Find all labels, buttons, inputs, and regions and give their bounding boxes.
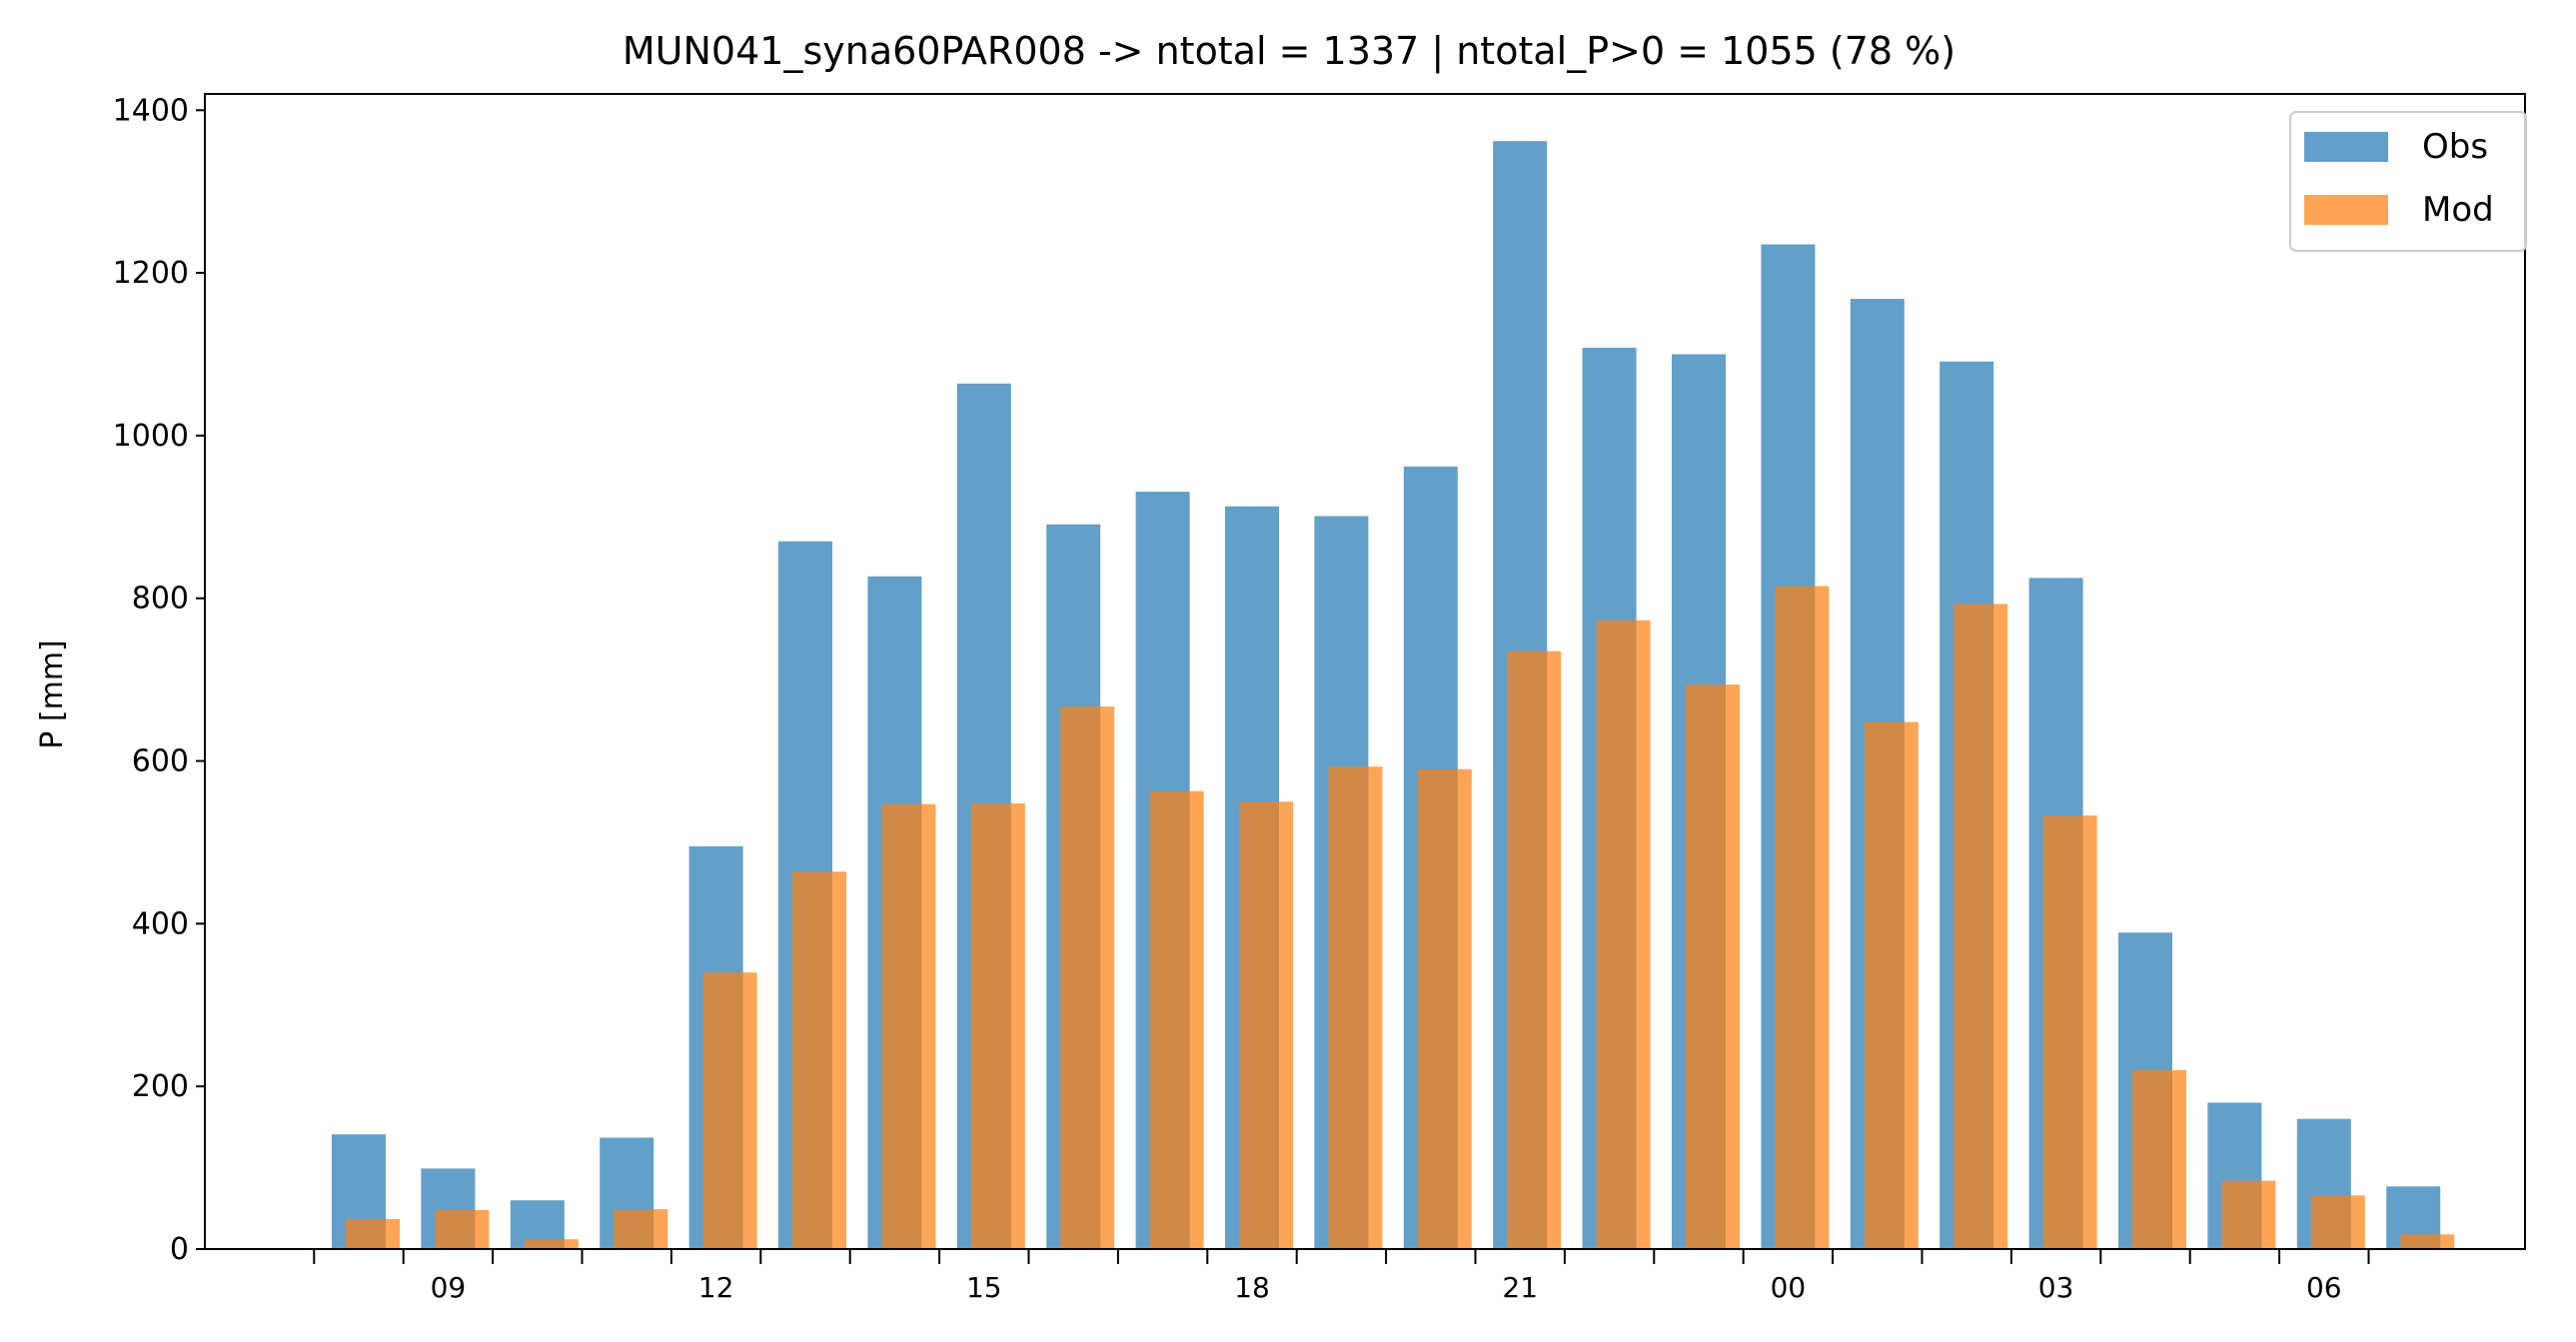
y-axis-label: P [mm] <box>35 640 70 748</box>
mod-bar <box>1239 801 1293 1249</box>
x-tick-label: 09 <box>431 1271 467 1304</box>
mod-bar <box>1864 721 1919 1249</box>
x-tick-label: 21 <box>1502 1271 1538 1304</box>
y-tick-label: 1400 <box>113 93 189 128</box>
mod-bar <box>970 802 1025 1249</box>
mod-bar <box>346 1218 400 1249</box>
mod-bar <box>524 1239 579 1249</box>
x-tick-label: 03 <box>2038 1271 2074 1304</box>
y-tick-label: 0 <box>170 1232 189 1267</box>
x-tick-label: 18 <box>1234 1271 1270 1304</box>
x-tick-label: 12 <box>698 1271 734 1304</box>
mod-legend-swatch <box>2304 195 2388 225</box>
mod-bar <box>2132 1069 2186 1249</box>
mod-bar <box>1149 790 1204 1249</box>
x-tick-label: 15 <box>966 1271 1002 1304</box>
y-tick-label: 200 <box>132 1069 189 1104</box>
y-tick-label: 400 <box>132 906 189 941</box>
bars-group <box>332 141 2455 1250</box>
mod-bar <box>1417 768 1472 1249</box>
mod-bar <box>1060 706 1115 1249</box>
x-tick-label: 06 <box>2306 1271 2342 1304</box>
mod-bar <box>2310 1195 2365 1249</box>
y-tick-label: 800 <box>132 582 189 617</box>
mod-bar <box>702 972 757 1249</box>
y-tick-label: 1000 <box>113 419 189 454</box>
mod-bar <box>1328 766 1383 1249</box>
mod-bar <box>2221 1180 2276 1249</box>
y-tick-label: 600 <box>132 744 189 779</box>
legend: Obs Mod <box>2289 111 2527 252</box>
mod-bar <box>2400 1234 2455 1249</box>
mod-bar <box>435 1209 490 1249</box>
mod-bar <box>881 803 936 1249</box>
y-tick-label: 1200 <box>113 256 189 291</box>
mod-bar <box>1775 586 1830 1249</box>
mod-bar <box>792 871 846 1249</box>
mod-bar <box>1953 604 2008 1249</box>
legend-label: Mod <box>2422 190 2494 230</box>
x-tick-label: 00 <box>1771 1271 1807 1304</box>
mod-bar <box>2042 815 2097 1249</box>
mod-bar <box>1596 620 1651 1249</box>
mod-bar <box>1686 684 1740 1249</box>
plot-frame <box>204 93 2526 1250</box>
y-axis: 0 200 400 600 800 1000 1200 1400 <box>113 93 205 1267</box>
mod-bar <box>614 1209 668 1249</box>
x-axis: 09 12 15 18 21 00 03 06 <box>313 1249 2370 1304</box>
mod-bar <box>1507 651 1562 1249</box>
obs-legend-swatch <box>2304 132 2388 162</box>
chart-title: MUN041_syna60PAR008 -> ntotal = 1337 | n… <box>623 29 1955 74</box>
legend-label: Obs <box>2422 127 2488 167</box>
